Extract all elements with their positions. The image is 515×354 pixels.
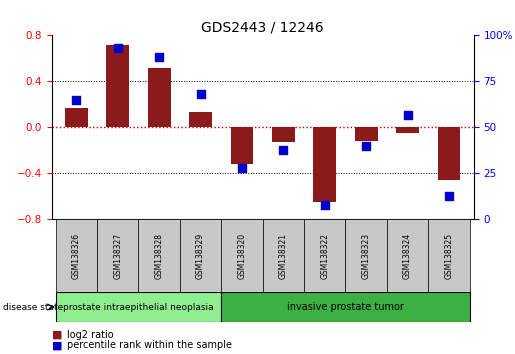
- Bar: [396, 127, 419, 133]
- Text: GSM138329: GSM138329: [196, 233, 205, 279]
- Text: log2 ratio: log2 ratio: [67, 330, 114, 339]
- Bar: [263, 219, 304, 292]
- Bar: [272, 127, 295, 142]
- Bar: [56, 292, 221, 322]
- Point: [155, 55, 163, 60]
- Text: ■: ■: [52, 340, 62, 350]
- Text: GSM138326: GSM138326: [72, 233, 81, 279]
- Bar: [221, 219, 263, 292]
- Point: [362, 143, 370, 149]
- Point: [403, 112, 411, 118]
- Point: [279, 147, 287, 152]
- Bar: [139, 219, 180, 292]
- Bar: [97, 219, 139, 292]
- Text: GSM138327: GSM138327: [113, 233, 122, 279]
- Bar: [221, 292, 470, 322]
- Bar: [107, 45, 129, 127]
- Bar: [189, 113, 212, 127]
- Bar: [387, 219, 428, 292]
- Text: GSM138325: GSM138325: [444, 233, 454, 279]
- Text: GSM138323: GSM138323: [362, 233, 371, 279]
- Title: GDS2443 / 12246: GDS2443 / 12246: [201, 20, 324, 34]
- Bar: [148, 68, 170, 127]
- Text: GSM138320: GSM138320: [237, 233, 247, 279]
- Point: [196, 91, 204, 97]
- Bar: [313, 127, 336, 202]
- Bar: [428, 219, 470, 292]
- Point: [114, 45, 122, 51]
- Text: invasive prostate tumor: invasive prostate tumor: [287, 302, 404, 312]
- Bar: [56, 219, 97, 292]
- Bar: [304, 219, 346, 292]
- Text: GSM138321: GSM138321: [279, 233, 288, 279]
- Text: percentile rank within the sample: percentile rank within the sample: [67, 340, 232, 350]
- Text: GSM138324: GSM138324: [403, 233, 412, 279]
- Point: [321, 202, 329, 207]
- Bar: [346, 219, 387, 292]
- Bar: [180, 219, 221, 292]
- Bar: [65, 108, 88, 127]
- Text: ■: ■: [52, 330, 62, 339]
- Point: [72, 97, 80, 103]
- Text: disease state: disease state: [3, 303, 63, 312]
- Bar: [438, 127, 460, 181]
- Text: GSM138328: GSM138328: [154, 233, 164, 279]
- Text: GSM138322: GSM138322: [320, 233, 329, 279]
- Point: [238, 165, 246, 171]
- Bar: [355, 127, 377, 141]
- Text: prostate intraepithelial neoplasia: prostate intraepithelial neoplasia: [63, 303, 214, 312]
- Point: [445, 193, 453, 198]
- Bar: [231, 127, 253, 164]
